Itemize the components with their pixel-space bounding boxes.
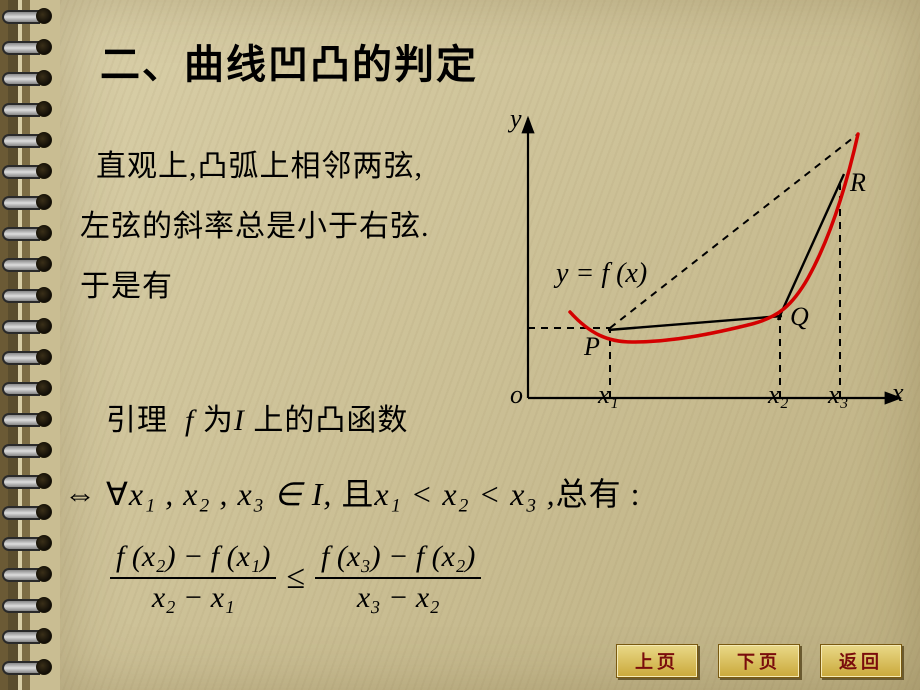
x2-tick-label: x₂	[768, 380, 789, 410]
page-title: 二、曲线凹凸的判定	[100, 32, 478, 90]
lemma-f: f	[185, 404, 194, 437]
cond-order: x₁ < x₂ < x₃ ,	[374, 476, 555, 512]
point-Q-label: Q	[790, 302, 809, 332]
cond-tail: 总有 :	[556, 476, 641, 512]
lemma-I: I	[234, 404, 245, 437]
function-graph: y x o x₁ x₂ x₃ P Q R y = f (x)	[492, 110, 912, 430]
point-P-label: P	[584, 332, 600, 362]
point-R-label: R	[850, 168, 866, 198]
lemma-suffix: 上的凸函数	[253, 404, 408, 437]
frac-left-num: f (x₂) − f (x₁)	[110, 540, 276, 577]
slide-page: 二、曲线凹凸的判定 直观上,凸弧上相邻两弦, 左弦的斜率总是小于右弦. 于是有 …	[0, 0, 920, 690]
function-label: y = f (x)	[556, 258, 647, 290]
lemma-prefix: 引理	[106, 404, 168, 437]
fraction-left: f (x₂) − f (x₁) x₂ − x₁	[110, 540, 276, 615]
text-line2: 左弦的斜率总是小于右弦.	[80, 200, 430, 254]
lemma-text: 引理 f 为I 上的凸函数	[106, 394, 408, 448]
x3-tick-label: x₃	[828, 380, 849, 410]
origin-label: o	[510, 380, 523, 410]
frac-left-den: x₂ − x₁	[110, 577, 276, 616]
graph-svg	[492, 110, 912, 430]
fraction-right: f (x₃) − f (x₂) x₃ − x₂	[315, 540, 481, 615]
lemma-mid: 为	[203, 404, 234, 437]
next-button[interactable]: 下页	[718, 644, 800, 678]
paper-sheet: 二、曲线凹凸的判定 直观上,凸弧上相邻两弦, 左弦的斜率总是小于右弦. 于是有 …	[60, 0, 920, 690]
frac-right-num: f (x₃) − f (x₂)	[315, 540, 481, 577]
cond-vars: x₁ , x₂ , x₃ ∈ I,	[129, 476, 333, 512]
back-button[interactable]: 返回	[820, 644, 902, 678]
condition-line: ⇔ ∀x₁ , x₂ , x₃ ∈ I, 且x₁ < x₂ < x₃ ,总有 :	[64, 466, 641, 524]
forall-symbol: ∀	[106, 476, 129, 512]
y-axis-label: y	[510, 104, 522, 134]
frac-right-den: x₃ − x₂	[315, 577, 481, 616]
x1-tick-label: x₁	[598, 380, 619, 410]
iff-symbol: ⇔	[64, 476, 97, 512]
text-line1: 直观上,凸弧上相邻两弦,	[96, 140, 423, 194]
nav-bar: 上页 下页 返回	[616, 644, 902, 678]
text-line3: 于是有	[80, 260, 173, 314]
spiral-binding	[0, 0, 60, 690]
cond-and: 且	[341, 476, 374, 512]
content-area: 二、曲线凹凸的判定 直观上,凸弧上相邻两弦, 左弦的斜率总是小于右弦. 于是有 …	[60, 0, 920, 690]
prev-button[interactable]: 上页	[616, 644, 698, 678]
x-axis-label: x	[892, 378, 904, 408]
le-symbol: ≤	[286, 559, 305, 597]
inequality-row: f (x₂) − f (x₁) x₂ − x₁ ≤ f (x₃) − f (x₂…	[110, 540, 481, 615]
